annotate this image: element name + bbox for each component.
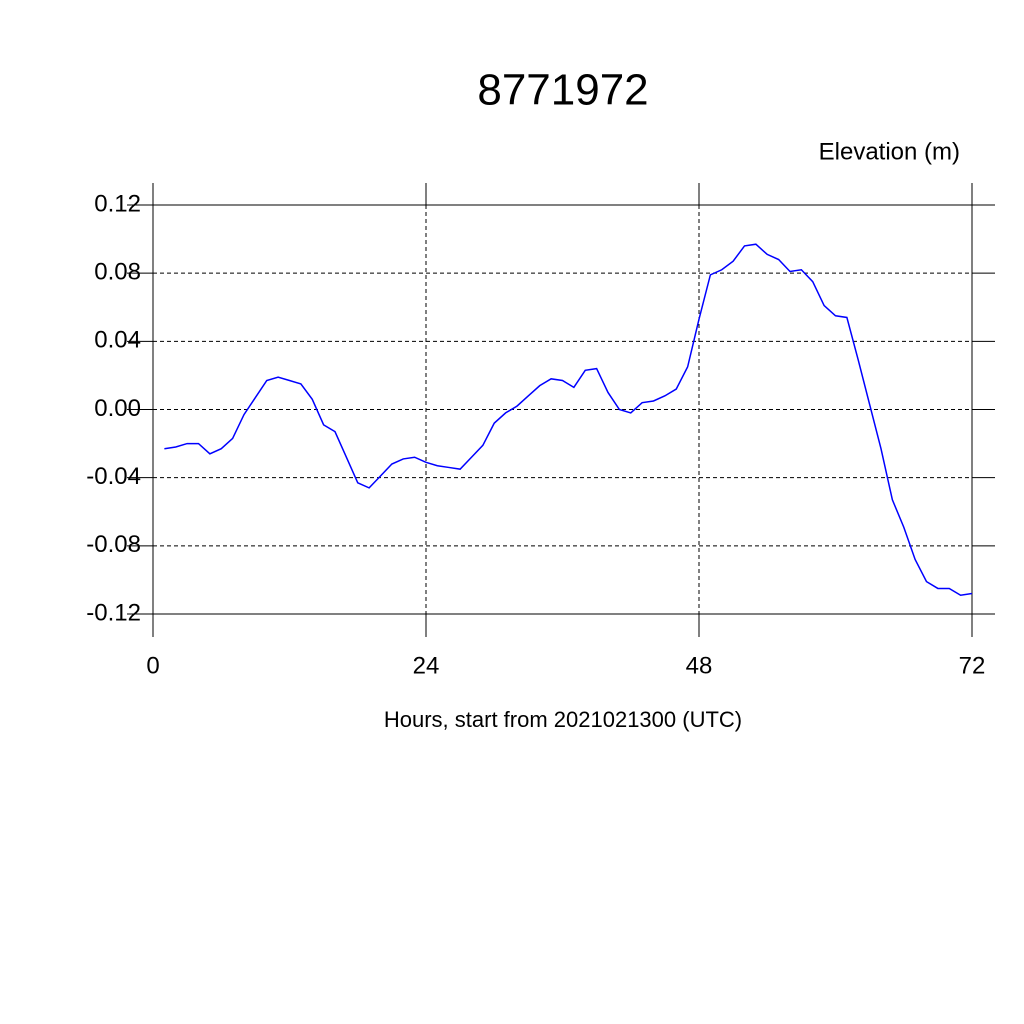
x-tick-label: 72	[959, 652, 986, 679]
y-tick-label: -0.08	[86, 531, 141, 558]
x-tick-label: 24	[413, 652, 440, 679]
y-tick-label: -0.04	[86, 463, 141, 490]
y-axis-label: Elevation (m)	[819, 138, 960, 165]
y-tick-label: -0.12	[86, 599, 141, 626]
y-tick-label: 0.00	[94, 395, 141, 422]
y-tick-label: 0.04	[94, 327, 141, 354]
x-tick-label: 48	[686, 652, 713, 679]
x-axis-label: Hours, start from 2021021300 (UTC)	[384, 707, 742, 732]
chart-title: 8771972	[477, 66, 648, 115]
y-tick-label: 0.08	[94, 259, 141, 286]
y-tick-label: 0.12	[94, 190, 141, 217]
data-line	[164, 243, 973, 597]
x-tick-label: 0	[146, 652, 159, 679]
